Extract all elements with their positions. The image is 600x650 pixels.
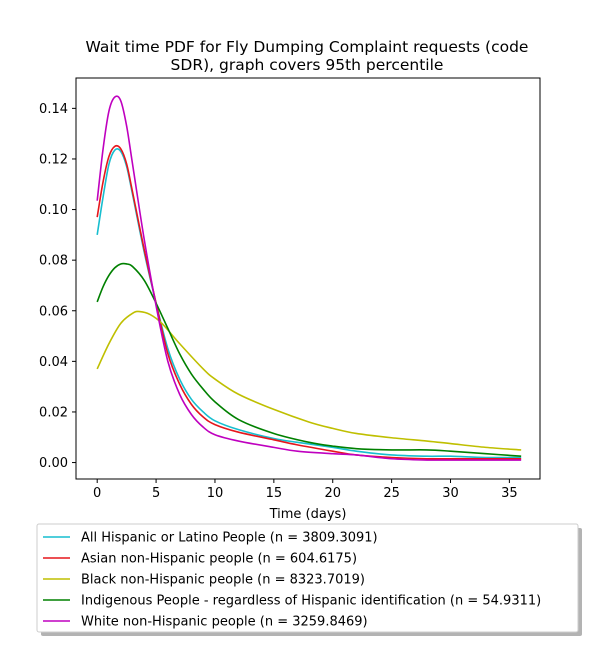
y-tick-label: 0.00 [39, 456, 68, 471]
y-tick-label: 0.06 [39, 304, 68, 319]
y-tick-label: 0.08 [39, 254, 68, 269]
y-axis-ticks: 0.00 0.02 0.04 0.06 0.08 0.10 0.12 0.14 [39, 102, 76, 471]
legend-box [36, 523, 579, 633]
chart-title-line-2: SDR), graph covers 95th percentile [171, 56, 444, 74]
legend-label-indigenous-people-regardless-of-hispanic: Indigenous People - regardless of Hispan… [81, 594, 541, 609]
x-tick-label: 0 [93, 486, 101, 501]
legend-entries: All Hispanic or Latino People (n = 3809.… [43, 531, 541, 630]
x-axis-label: Time (days) [269, 507, 347, 522]
plot-area-frame [75, 77, 541, 480]
y-tick-label: 0.10 [39, 203, 68, 218]
series-line-all-hispanic-or-latino-people-n-3809-309 [96, 148, 522, 459]
x-axis-ticks: 0 5 10 15 20 25 30 35 [93, 479, 518, 501]
legend-label-asian-non-hispanic-people-n-604-6175: Asian non-Hispanic people (n = 604.6175) [81, 552, 357, 567]
x-tick-label: 20 [324, 486, 341, 501]
x-tick-label: 35 [501, 486, 518, 501]
x-tick-label: 30 [442, 486, 459, 501]
series-line-indigenous-people-regardless-of-hispanic [96, 262, 522, 458]
x-tick-label: 10 [207, 486, 224, 501]
y-tick-label: 0.02 [39, 405, 68, 420]
chart-title-line-1: Wait time PDF for Fly Dumping Complaint … [86, 38, 529, 56]
legend-label-all-hispanic-or-latino-people-n-3809-309: All Hispanic or Latino People (n = 3809.… [81, 531, 378, 546]
series-line-white-non-hispanic-people-n-3259-8469 [96, 95, 522, 461]
y-tick-label: 0.12 [39, 152, 68, 167]
y-tick-label: 0.14 [39, 102, 68, 117]
legend: All Hispanic or Latino People (n = 3809.… [36, 523, 582, 636]
series-line-asian-non-hispanic-people-n-604-6175 [96, 144, 522, 460]
x-tick-label: 5 [152, 486, 160, 501]
x-tick-label: 25 [383, 486, 400, 501]
legend-label-black-non-hispanic-people-n-8323-7019: Black non-Hispanic people (n = 8323.7019… [81, 573, 365, 588]
x-tick-label: 15 [266, 486, 283, 501]
legend-label-white-non-hispanic-people-n-3259-8469: White non-Hispanic people (n = 3259.8469… [81, 615, 368, 630]
series-line-black-non-hispanic-people-n-8323-7019 [96, 310, 522, 451]
series-layer [96, 95, 522, 461]
y-tick-label: 0.04 [39, 355, 68, 370]
